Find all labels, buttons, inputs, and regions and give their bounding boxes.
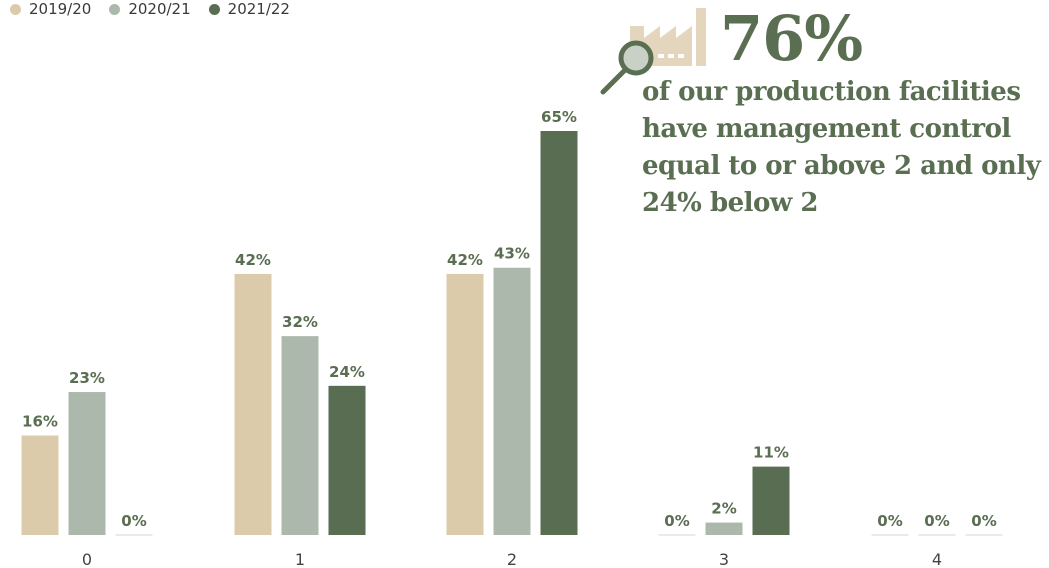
bar-1-0 [234,273,272,535]
x-tick-label-3: 3 [719,550,729,568]
legend-label-2021: 2021/22 [227,0,290,18]
data-label-3-1: 2% [711,500,736,518]
legend-label-2020: 2020/21 [128,0,191,18]
data-label-0-1: 23% [69,369,105,387]
data-label-3-2: 11% [753,444,789,462]
chart-legend: 2019/20 2020/21 2021/22 [10,0,290,18]
bar-3-1 [705,522,743,535]
legend-item-2019: 2019/20 [10,0,91,18]
bar-0-0 [21,435,59,535]
bar-0-1 [68,392,106,535]
callout-big-number: 76% [720,2,863,75]
bar-3-2 [752,466,790,535]
bar-2-0 [446,273,484,535]
callout-text: of our production facilities have manage… [642,77,1041,218]
bar-2-1 [493,267,531,535]
data-label-2-0: 42% [447,251,483,269]
legend-item-2021: 2021/22 [208,0,290,18]
legend-item-2020: 2020/21 [109,0,191,18]
data-label-4-1: 0% [924,512,949,530]
factory-magnifier-icon [600,8,706,95]
data-label-1-1: 32% [282,313,318,331]
data-label-0-2: 0% [121,512,146,530]
data-label-0-0: 16% [22,413,58,431]
legend-swatch-2019 [10,3,21,15]
data-label-1-0: 42% [235,251,271,269]
data-label-1-2: 24% [329,363,365,381]
data-label-2-1: 43% [494,245,530,263]
data-label-2-2: 65% [541,108,577,126]
callout: 76% of our production facilities have ma… [600,4,1045,224]
x-tick-label-4: 4 [932,550,942,568]
x-tick-label-0: 0 [82,550,92,568]
bar-1-2 [328,385,366,535]
bar-2-2 [540,131,578,535]
data-label-3-0: 0% [664,512,689,530]
x-tick-label-2: 2 [507,550,517,568]
legend-swatch-2020 [109,3,121,15]
legend-swatch-2021 [208,3,220,15]
data-label-4-0: 0% [877,512,902,530]
x-tick-label-1: 1 [295,550,305,568]
data-label-4-2: 0% [971,512,996,530]
bar-1-1 [281,336,319,535]
legend-label-2019: 2019/20 [29,0,92,18]
